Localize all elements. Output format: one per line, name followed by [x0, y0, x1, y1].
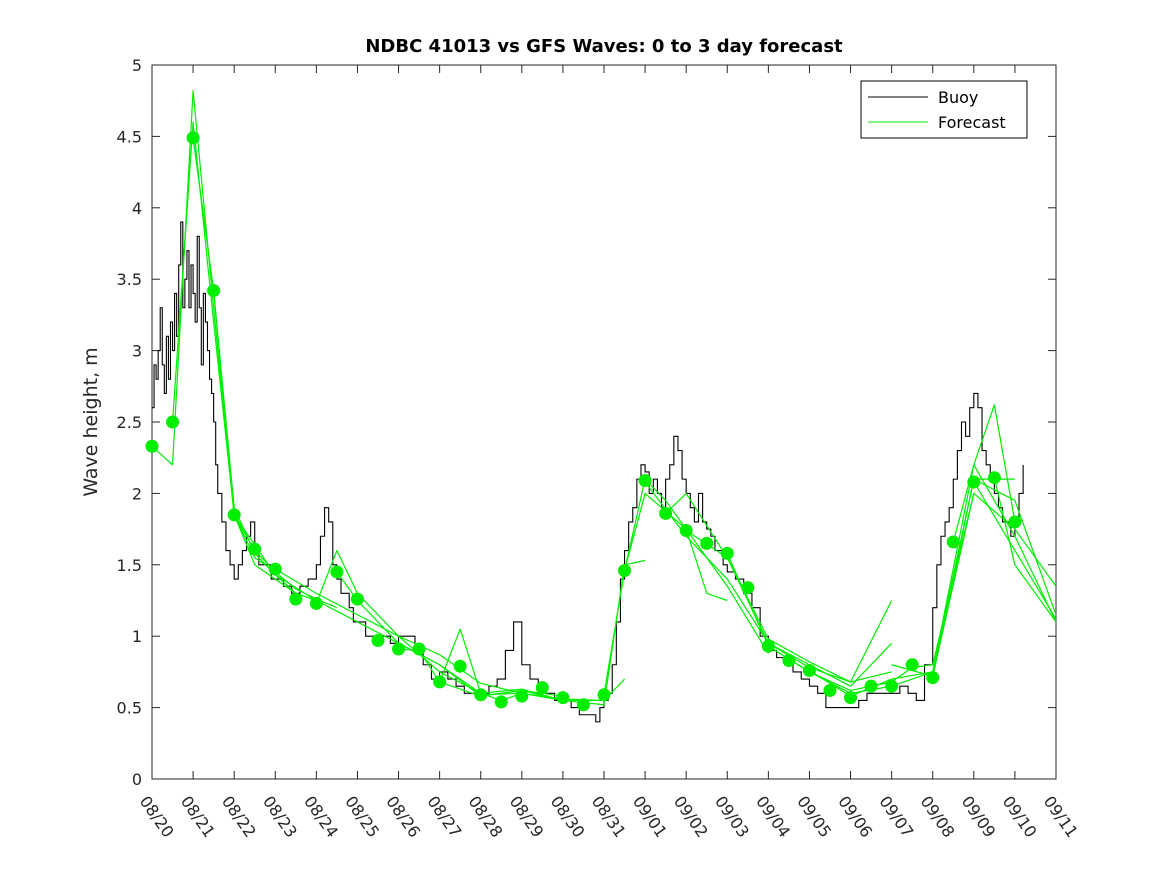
buoy-layer — [152, 221, 1024, 723]
y-tick-label: 0 — [132, 770, 142, 789]
forecast-marker — [638, 474, 652, 488]
forecast-marker — [700, 536, 714, 550]
forecast-marker — [268, 562, 282, 576]
forecast-marker — [905, 658, 919, 672]
forecast-marker — [987, 471, 1001, 485]
forecast-marker — [330, 565, 344, 579]
legend-buoy-label: Buoy — [938, 88, 978, 107]
forecast-marker — [576, 698, 590, 712]
forecast-marker — [166, 415, 180, 429]
forecast-marker — [864, 679, 878, 693]
forecast-marker — [248, 542, 262, 556]
forecast-marker — [618, 564, 632, 578]
forecast-series-line — [932, 478, 1057, 678]
forecast-marker — [720, 546, 734, 560]
forecast-marker — [474, 688, 488, 702]
y-tick-label: 4 — [132, 199, 142, 218]
forecast-series-line — [993, 477, 1057, 623]
buoy-series-line — [152, 221, 1024, 723]
forecast-marker — [926, 671, 940, 685]
forecast-marker — [207, 284, 221, 298]
forecast-marker — [946, 535, 960, 549]
forecast-marker — [227, 508, 241, 522]
forecast-marker — [186, 131, 200, 145]
y-tick-label: 2.5 — [117, 413, 142, 432]
forecast-marker — [350, 592, 364, 606]
forecast-marker — [844, 691, 858, 705]
forecast-marker — [679, 524, 693, 538]
forecast-marker — [515, 689, 529, 703]
forecast-marker — [453, 659, 467, 673]
forecast-marker — [392, 642, 406, 656]
plot-area — [145, 90, 1057, 723]
forecast-marker — [371, 633, 385, 647]
forecast-series-line — [952, 464, 1057, 623]
legend-box — [860, 80, 1028, 139]
y-tick-label: 2 — [132, 484, 142, 503]
y-tick-label: 3 — [132, 342, 142, 361]
forecast-marker — [659, 506, 673, 520]
plot-area-frame — [151, 64, 1057, 780]
marker-layer — [145, 131, 1022, 712]
y-tick-label: 0.5 — [117, 699, 142, 718]
y-tick-label: 1 — [132, 627, 142, 646]
legend-forecast-label: Forecast — [938, 113, 1006, 132]
forecast-marker — [782, 653, 796, 667]
forecast-marker — [823, 683, 837, 697]
forecast-marker — [741, 581, 755, 595]
forecast-marker — [885, 679, 899, 693]
forecast-marker — [597, 688, 611, 702]
forecast-marker — [494, 695, 508, 709]
y-tick-label: 4.5 — [117, 127, 142, 146]
forecast-marker — [802, 663, 816, 677]
y-tick-label: 1.5 — [117, 556, 142, 575]
y-tick-label: 3.5 — [117, 270, 142, 289]
forecast-marker — [145, 439, 159, 453]
forecast-series-line — [151, 90, 276, 573]
forecast-marker — [309, 596, 323, 610]
legend: Buoy Forecast — [860, 80, 1028, 139]
forecast-series-line — [891, 492, 1057, 677]
forecast-marker — [556, 691, 570, 705]
forecast-marker — [761, 639, 775, 653]
forecast-marker — [289, 592, 303, 606]
forecast-marker — [433, 675, 447, 689]
chart-title: NDBC 41013 vs GFS Waves: 0 to 3 day fore… — [365, 36, 843, 57]
y-axis-label: Wave height, m — [80, 347, 102, 496]
forecast-marker — [967, 475, 981, 489]
forecast-marker — [412, 642, 426, 656]
forecast-marker — [535, 681, 549, 695]
forecast-marker — [1008, 515, 1022, 529]
y-tick-label: 5 — [132, 56, 142, 75]
forecast-series-line — [973, 481, 1057, 620]
y-axis: 0 0.5 1 1.5 2 2.5 3 3.5 4 4.5 5 — [117, 56, 1056, 789]
